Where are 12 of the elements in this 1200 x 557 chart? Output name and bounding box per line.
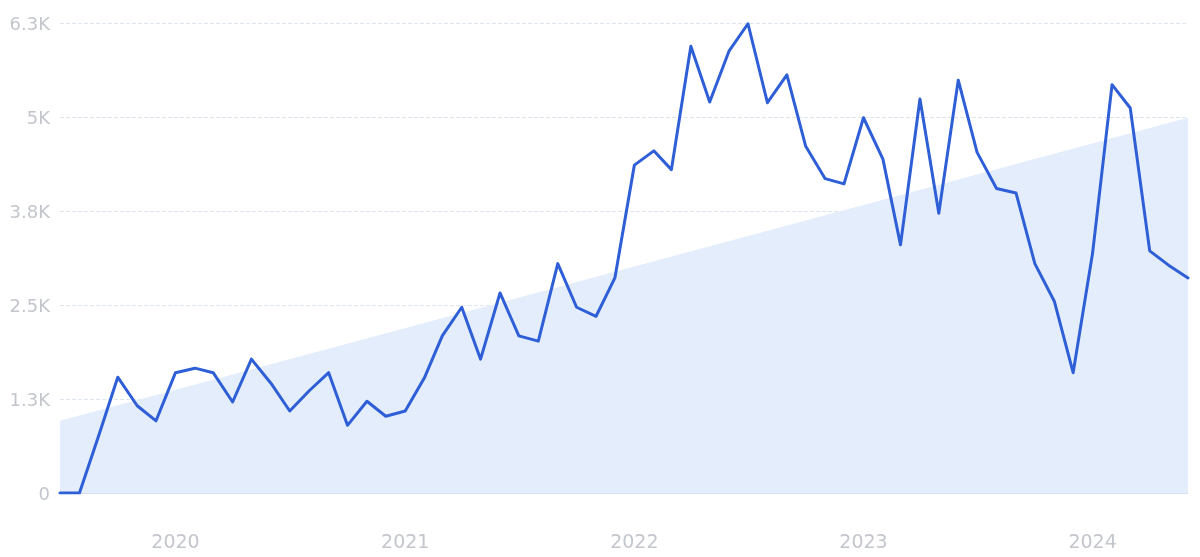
x-tick-label: 2021 bbox=[381, 529, 430, 552]
y-tick-label: 5K bbox=[26, 106, 52, 128]
x-tick-label: 2020 bbox=[151, 529, 200, 552]
line-series bbox=[58, 22, 1190, 495]
y-tick-label: 2.5K bbox=[9, 294, 52, 316]
x-tick-label: 2024 bbox=[1068, 529, 1117, 552]
x-tick-label: 2022 bbox=[610, 529, 659, 552]
y-tick-label: 0 bbox=[38, 482, 50, 504]
y-tick-label: 3.8K bbox=[9, 200, 52, 222]
y-tick-label: 6.3K bbox=[9, 12, 52, 34]
y-tick-label: 1.3K bbox=[9, 388, 52, 410]
x-tick-label: 2023 bbox=[839, 529, 888, 552]
